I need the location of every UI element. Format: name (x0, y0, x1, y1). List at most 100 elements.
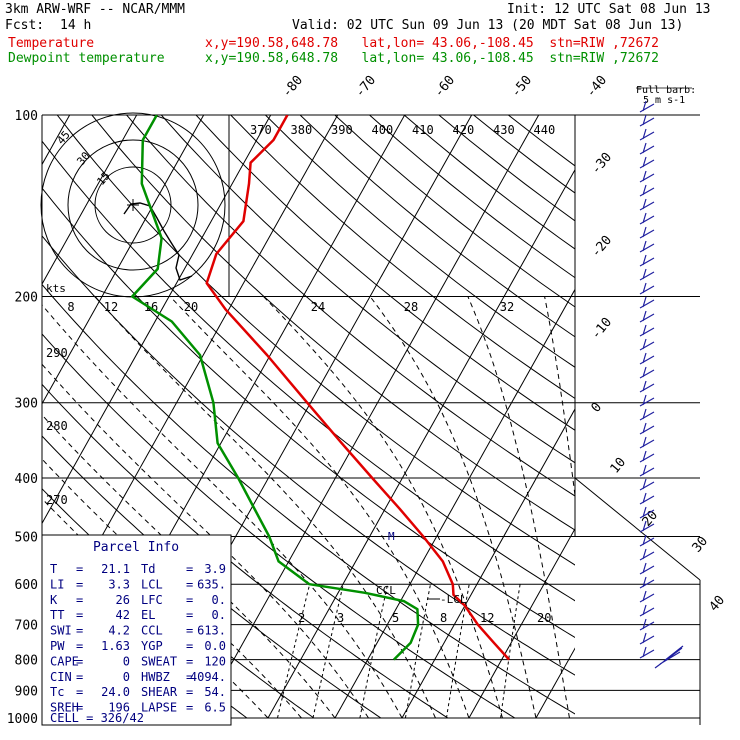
wind-barb (639, 142, 655, 155)
sounding-series (130, 115, 511, 661)
wind-barb (639, 156, 655, 169)
wind-barb (639, 198, 655, 211)
parcel-info-value: 120 (204, 654, 226, 668)
dry-adiabat-line (195, 115, 575, 431)
pressure-tick-label: 800 (15, 654, 38, 669)
isotherm-line (670, 115, 740, 718)
parcel-info-value: 54. (204, 685, 226, 699)
mixing-ratio-label: 20 (537, 611, 551, 625)
mixing-ratio-label: 5 (392, 611, 399, 625)
parcel-info-key: HWBZ (141, 670, 170, 684)
legend-temperature-info: x,y=190.58,648.78 lat,lon= 43.06,-108.45… (205, 36, 659, 51)
parcel-info-sep: = (76, 654, 83, 668)
wind-barb (639, 618, 655, 631)
temperature-line (205, 115, 511, 661)
wind-barb (639, 170, 655, 183)
wind-barb (639, 632, 655, 645)
wind-barb (639, 352, 655, 365)
parcel-info-sep: = (76, 624, 83, 638)
wind-barb (639, 590, 655, 603)
parcel-info-value: 196 (108, 701, 130, 715)
wind-barb (639, 492, 655, 505)
dry-adiabat-line (42, 333, 516, 719)
wind-barb (639, 324, 655, 337)
pressure-tick-label: 300 (15, 397, 38, 412)
parcel-info-key: LI (50, 577, 64, 591)
isotherm-line (42, 115, 272, 525)
wind-barbs: Full barb:5 m s-1 (636, 85, 696, 669)
parcel-info-key: CCL (141, 624, 163, 638)
dry-adiabat-line (160, 115, 575, 464)
hodograph-speed-tick: 12 (104, 300, 118, 314)
parcel-info-value: 3.9 (204, 562, 226, 576)
parcel-info-key: LAPSE (141, 701, 177, 715)
parcel-info-value: 4.2 (108, 624, 130, 638)
pressure-tick-label: 900 (15, 684, 38, 699)
parcel-info-sep: = (186, 562, 193, 576)
parcel-info-sep: = (76, 670, 83, 684)
isotherm-line (0, 115, 3, 718)
isotherm-line (603, 115, 740, 718)
wind-barb (639, 296, 655, 309)
parcel-info-sep: = (186, 654, 193, 668)
parcel-info-sep: = (186, 670, 193, 684)
parcel-info-value: 42 (116, 608, 130, 622)
mixing-ratio-label: 3 (337, 611, 344, 625)
thetae-label: 440 (534, 123, 556, 137)
isotherm-label: -60 (432, 73, 459, 101)
moist-adiabat-line (544, 296, 575, 500)
pressure-tick-label: 400 (15, 472, 38, 487)
wind-barb (639, 604, 655, 617)
pressure-tick-label: 600 (15, 578, 38, 593)
wind-barb (639, 464, 655, 477)
max-marker: M (388, 530, 395, 543)
wind-barb (639, 436, 655, 449)
mixing-ratio-label: 12 (480, 611, 494, 625)
theta-label: 270 (46, 493, 68, 507)
thetae-label: 390 (331, 123, 353, 137)
parcel-info-value: 26 (116, 593, 130, 607)
isotherm-line (401, 408, 575, 719)
parcel-info-value: 21.1 (101, 562, 130, 576)
hodograph-ring (67, 139, 199, 271)
parcel-info-value: 3.3 (108, 577, 130, 591)
parcel-info-sep: = (186, 608, 193, 622)
wind-barb (639, 408, 655, 421)
wind-barb (639, 366, 655, 379)
lower-skew-boundary (574, 477, 701, 581)
lcl-annotation: -LCL (440, 593, 467, 606)
mixing-ratio-line (359, 584, 389, 719)
wind-barb (639, 646, 655, 659)
parcel-info-sep: = (76, 701, 83, 715)
wind-barb-cluster (654, 645, 684, 669)
thetae-label: 430 (493, 123, 515, 137)
thetae-label: 370 (250, 123, 272, 137)
parcel-info-sep: = (76, 577, 83, 591)
wind-barb (639, 212, 655, 225)
dry-adiabat-line (334, 115, 575, 308)
mixing-ratio-label: 2 (298, 611, 305, 625)
parcel-info-key: K (50, 593, 58, 607)
legend-dewpoint-name: Dewpoint temperature (8, 51, 165, 66)
parcel-info-sep: = (186, 577, 193, 591)
parcel-info-sep: = (186, 701, 193, 715)
wind-barb (639, 268, 655, 281)
mixing-ratio-line (312, 584, 344, 719)
wind-barb-key-value: 5 m s-1 (643, 95, 685, 106)
isotherm-label: -20 (589, 233, 616, 261)
parcel-info-value: 0. (212, 593, 226, 607)
wind-barb (639, 534, 655, 547)
parcel-info-box (41, 534, 232, 726)
dry-adiabat-line (438, 115, 575, 222)
forecast-label: Fcst: (5, 18, 45, 33)
parcel-info-sep: = (76, 593, 83, 607)
hodograph-speed-tick: 28 (404, 300, 418, 314)
parcel-info-cell: CELL = 326/42 (50, 711, 144, 725)
isotherm-label: -40 (584, 73, 611, 101)
parcel-info-key: EL (141, 608, 155, 622)
wind-barb (639, 128, 655, 141)
dry-adiabat-line (230, 115, 575, 400)
parcel-info-key: LCL (141, 577, 163, 591)
